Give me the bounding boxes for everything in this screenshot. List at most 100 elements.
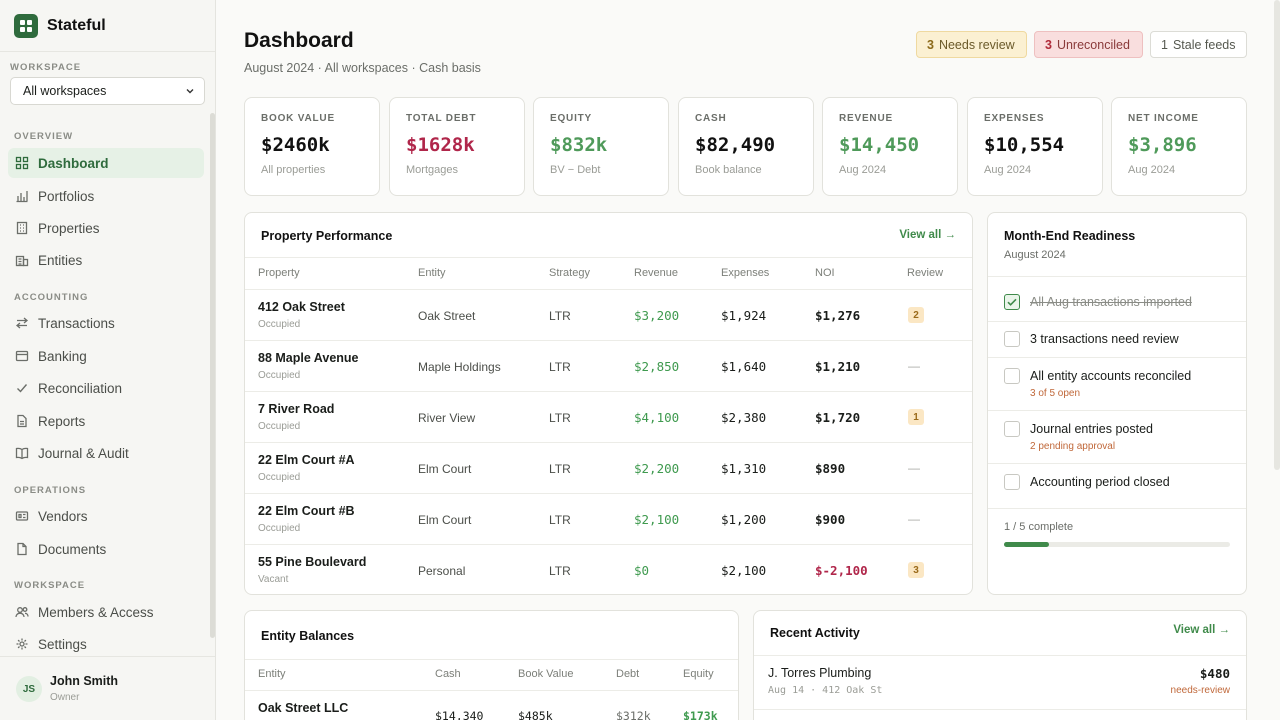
kpi-card-book-value[interactable]: BOOK VALUE $2460k All properties — [244, 97, 380, 196]
column-header-cash[interactable]: Cash — [435, 668, 461, 680]
column-header-equity[interactable]: Equity — [683, 668, 714, 680]
revenue-cell: $0 — [634, 563, 650, 578]
column-header-strategy[interactable]: Strategy — [549, 267, 590, 279]
entity-name[interactable]: Oak Street LLC — [258, 701, 349, 715]
checkbox[interactable] — [1004, 331, 1020, 347]
brand[interactable]: Stateful — [14, 14, 106, 38]
card-title: Month-End Readiness — [1004, 229, 1136, 243]
sidebar-item-transactions[interactable]: Transactions — [8, 308, 204, 338]
bar-chart-icon — [16, 191, 28, 203]
sidebar-scrollbar[interactable] — [210, 113, 215, 638]
sidebar-item-vendors[interactable]: Vendors — [8, 501, 204, 531]
book-icon — [15, 447, 29, 460]
property-name[interactable]: 55 Pine Boulevard — [258, 555, 367, 569]
sidebar-item-journal-audit[interactable]: Journal & Audit — [8, 438, 204, 468]
page-scrollbar[interactable] — [1274, 0, 1280, 470]
section-label-accounting: ACCOUNTING — [14, 292, 89, 303]
property-name[interactable]: 88 Maple Avenue — [258, 351, 359, 365]
sidebar-item-members-access[interactable]: Members & Access — [8, 597, 204, 627]
entity-cell: Elm Court — [418, 513, 472, 527]
property-name[interactable]: 7 River Road — [258, 402, 335, 416]
checklist-label: Accounting period closed — [1030, 475, 1170, 489]
user-name[interactable]: John Smith — [50, 674, 119, 688]
column-header-book-value[interactable]: Book Value — [518, 668, 574, 680]
review-count-badge[interactable]: 1 — [908, 409, 924, 425]
expenses-cell: $1,640 — [721, 359, 767, 374]
kpi-label: CASH — [695, 113, 727, 124]
column-header-revenue[interactable]: Revenue — [634, 267, 679, 279]
checkbox-checked[interactable] — [1004, 294, 1020, 310]
noi-cell: $1,720 — [815, 410, 861, 425]
checklist-label: All entity accounts reconciled — [1030, 369, 1192, 383]
kpi-label: TOTAL DEBT — [406, 113, 477, 124]
kpi-card-net-income[interactable]: NET INCOME $3,896 Aug 2024 — [1111, 97, 1247, 196]
review-count-badge[interactable]: 3 — [908, 562, 924, 578]
logo-icon — [14, 14, 38, 38]
activity-meta: Aug 14 · 412 Oak St — [768, 685, 883, 696]
column-header-noi[interactable]: NOI — [815, 267, 835, 279]
kpi-value: $2460k — [261, 134, 330, 156]
divider — [245, 690, 738, 691]
column-header-property[interactable]: Property — [258, 267, 300, 279]
kpi-card-cash[interactable]: CASH $82,490 Book balance — [678, 97, 814, 196]
progress-label: 1 / 5 complete — [1004, 521, 1074, 533]
divider — [0, 656, 215, 657]
card-icon — [15, 350, 29, 362]
property-name[interactable]: 412 Oak Street — [258, 300, 345, 314]
sidebar-item-entities[interactable]: Entities — [8, 245, 204, 275]
column-header-entity[interactable]: Entity — [258, 668, 286, 680]
column-header-entity[interactable]: Entity — [418, 267, 446, 279]
view-all-link[interactable]: View all → — [1173, 624, 1230, 636]
sidebar-item-properties[interactable]: Properties — [8, 213, 204, 243]
sidebar-item-portfolios[interactable]: Portfolios — [8, 181, 204, 211]
arrows-icon — [15, 317, 29, 329]
entity-cell: Oak Street — [418, 309, 476, 323]
avatar[interactable]: JS — [16, 676, 42, 702]
sidebar-item-banking[interactable]: Banking — [8, 341, 204, 371]
checkbox[interactable] — [1004, 421, 1020, 437]
checklist-sub: 3 of 5 open — [1030, 388, 1081, 399]
review-count-badge[interactable]: 2 — [908, 307, 924, 323]
kpi-card-expenses[interactable]: EXPENSES $10,554 Aug 2024 — [967, 97, 1103, 196]
checkbox[interactable] — [1004, 474, 1020, 490]
sidebar-item-dashboard[interactable]: Dashboard — [8, 148, 204, 178]
checkbox[interactable] — [1004, 368, 1020, 384]
recent-activity-card: Recent Activity View all → J. Torres Plu… — [753, 610, 1247, 720]
property-name[interactable]: 22 Elm Court #B — [258, 504, 355, 518]
unreconciled-badge[interactable]: 3 Unreconciled — [1034, 31, 1143, 58]
sidebar-item-label: Transactions — [38, 315, 115, 331]
cash-cell: $14,340 — [435, 709, 484, 720]
revenue-cell: $2,200 — [634, 461, 680, 476]
sidebar-item-reports[interactable]: Reports — [8, 406, 204, 436]
review-empty: — — [908, 512, 920, 526]
kpi-value: $14,450 — [839, 134, 920, 156]
divider — [754, 709, 1246, 710]
expenses-cell: $1,200 — [721, 512, 767, 527]
column-header-debt[interactable]: Debt — [616, 668, 640, 680]
workspace-select[interactable]: All workspaces — [10, 77, 205, 105]
sidebar-item-documents[interactable]: Documents — [8, 534, 204, 564]
section-label-operations: OPERATIONS — [14, 485, 87, 496]
kpi-value: $1628k — [406, 134, 475, 156]
kpi-card-total-debt[interactable]: TOTAL DEBT $1628k Mortgages — [389, 97, 525, 196]
kpi-card-revenue[interactable]: REVENUE $14,450 Aug 2024 — [822, 97, 958, 196]
kpi-sub: Mortgages — [406, 164, 458, 176]
activity-name[interactable]: J. Torres Plumbing — [768, 666, 872, 680]
sidebar-item-reconciliation[interactable]: Reconciliation — [8, 373, 204, 403]
column-header-expenses[interactable]: Expenses — [721, 267, 770, 279]
property-name[interactable]: 22 Elm Court #A — [258, 453, 355, 467]
column-header-review[interactable]: Review — [907, 267, 944, 279]
page-subtitle: August 2024 · All workspaces · Cash basi… — [244, 61, 481, 75]
card-title: Entity Balances — [261, 629, 355, 643]
property-status: Occupied — [258, 472, 301, 483]
stale-feeds-badge[interactable]: 1 Stale feeds — [1150, 31, 1247, 58]
entity-balances-card: Entity Balances Entity Cash Book Value D… — [244, 610, 739, 720]
checklist-label: Journal entries posted — [1030, 422, 1153, 436]
divider — [245, 289, 972, 290]
noi-cell: $-2,100 — [815, 563, 868, 578]
kpi-card-equity[interactable]: EQUITY $832k BV − Debt — [533, 97, 669, 196]
view-all-link[interactable]: View all → — [899, 229, 956, 241]
badge-count: 3 — [927, 37, 934, 52]
needs-review-badge[interactable]: 3 Needs review — [916, 31, 1027, 58]
sidebar-item-settings[interactable]: Settings — [8, 629, 204, 659]
